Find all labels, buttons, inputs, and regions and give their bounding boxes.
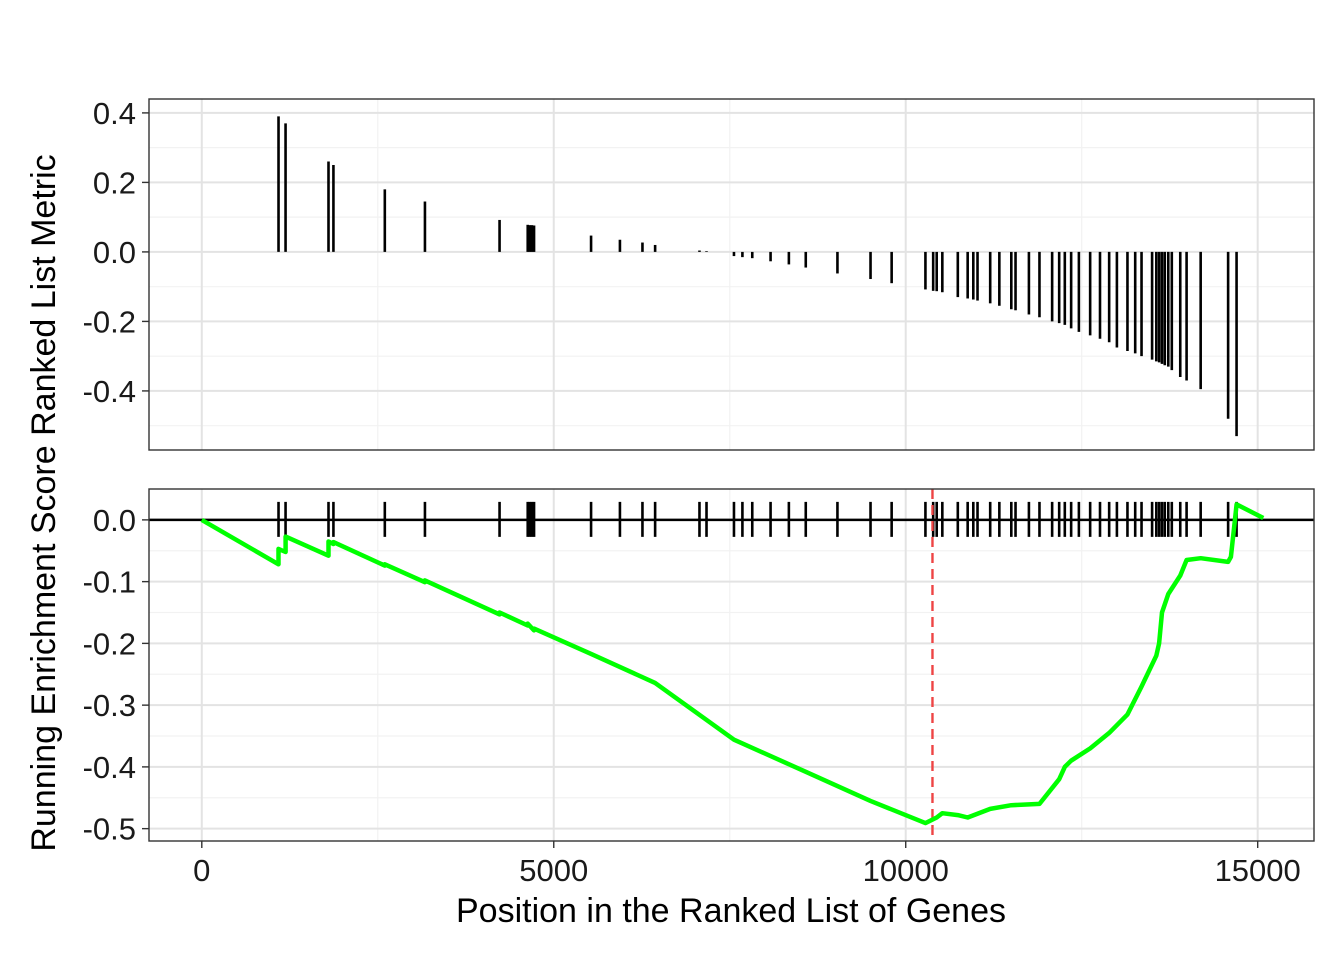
metric-y-tick-label: 0.0 (93, 235, 136, 270)
metric-panel-border (148, 98, 1315, 451)
x-tick-label: 10000 (863, 853, 949, 888)
metric-panel-grid (149, 99, 1314, 450)
metric-y-tick-label: -0.4 (83, 374, 136, 409)
hit-markers (277, 501, 1238, 537)
metric-y-tick-label: 0.4 (93, 96, 136, 131)
metric-y-axis: 0.4 0.2 0.0 -0.2 -0.4 (83, 96, 149, 409)
x-axis: 0 5000 10000 15000 (193, 841, 1301, 888)
running-es-line (200, 502, 1265, 826)
es-y-tick-label: -0.4 (83, 750, 136, 785)
es-panel-border (148, 488, 1315, 842)
x-axis-title: Position in the Ranked List of Genes (456, 892, 1006, 930)
x-tick-label: 5000 (519, 853, 588, 888)
es-y-tick-label: -0.1 (83, 565, 136, 600)
es-panel-grid (149, 489, 1314, 841)
metric-bars (277, 116, 1238, 437)
y-axis-title: Running Enrichment Score Ranked List Met… (25, 154, 63, 851)
es-y-tick-label: 0.0 (93, 503, 136, 538)
x-tick-label: 15000 (1215, 853, 1301, 888)
es-y-tick-label: -0.2 (83, 626, 136, 661)
es-y-tick-label: -0.3 (83, 688, 136, 723)
metric-y-tick-label: -0.2 (83, 304, 136, 339)
es-y-axis: 0.0 -0.1 -0.2 -0.3 -0.4 -0.5 (83, 503, 149, 847)
es-y-tick-label: -0.5 (83, 812, 136, 847)
x-tick-label: 0 (193, 853, 210, 888)
metric-y-tick-label: 0.2 (93, 165, 136, 200)
